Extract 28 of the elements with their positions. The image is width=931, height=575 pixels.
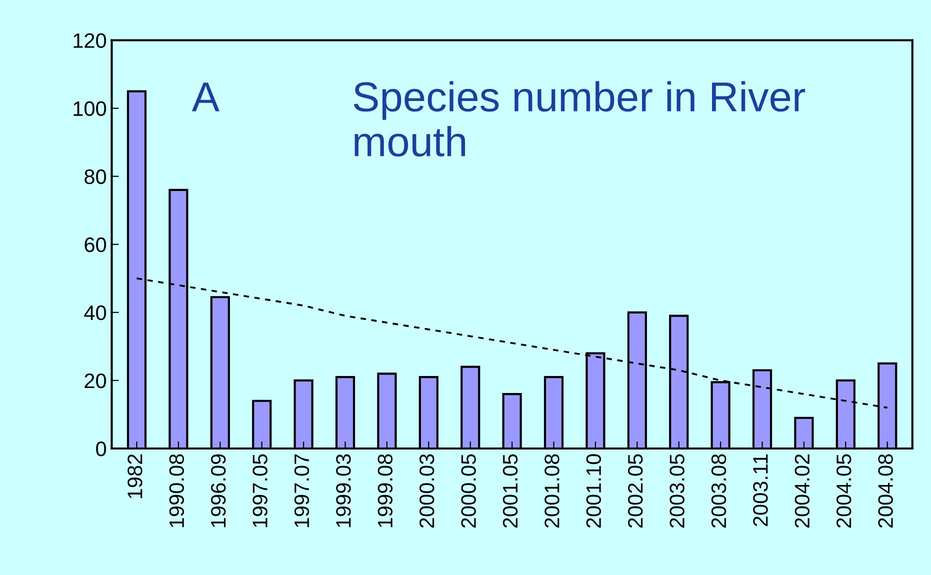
x-tick-label: 1997.07 — [294, 454, 310, 528]
x-tick-label: 2004.08 — [878, 454, 893, 528]
y-tick-label: 120 — [74, 33, 106, 48]
x-tick-label: 2001.05 — [502, 454, 518, 528]
y-tick-label: 40 — [84, 305, 106, 320]
x-tick-label: 2000.05 — [461, 454, 476, 528]
x-tick-label: 2002.05 — [628, 454, 643, 528]
x-tick-label: 2003.05 — [670, 454, 684, 528]
y-tick-label: 80 — [84, 169, 106, 184]
x-tick-label: 2004.05 — [836, 454, 852, 528]
x-tick-label: 2003.08 — [711, 454, 726, 528]
x-tick-label: 1996.09 — [210, 454, 226, 528]
x-tick-label: 1999.03 — [336, 454, 351, 528]
x-tick-label: 1990.08 — [169, 454, 184, 528]
x-tick-label: 2003.11 — [753, 454, 768, 526]
y-tick-label: 100 — [74, 101, 106, 116]
text: Species number in River mouth — [354, 81, 806, 157]
x-tick-label: 2001.10 — [586, 454, 602, 528]
y-tick-label: 20 — [84, 373, 106, 388]
x-tick-label: 1982 — [128, 454, 142, 498]
x-tick-label: 1997.05 — [252, 454, 268, 528]
annotation: A — [192, 82, 220, 112]
x-tick-label: 2004.02 — [794, 454, 810, 528]
x-tick-label: 2000.03 — [419, 454, 434, 528]
x-tick-label: 1999.08 — [378, 454, 393, 528]
y-tick-label: 0 — [96, 442, 106, 456]
y-tick-label: 60 — [84, 237, 106, 252]
x-tick-label: 2001.08 — [544, 454, 560, 528]
